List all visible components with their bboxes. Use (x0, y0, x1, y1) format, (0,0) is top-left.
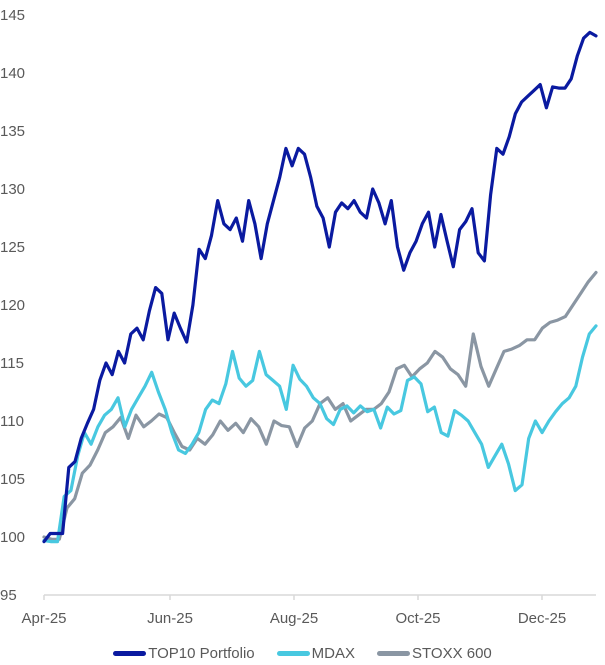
legend-item-top10[interactable]: TOP10 Portfolio (113, 644, 255, 662)
series-line-top10-portfolio (42, 30, 598, 544)
y-tick-label: 125 (0, 239, 25, 256)
x-tick-label: Dec-25 (518, 610, 566, 627)
y-tick-label: 110 (0, 413, 24, 430)
y-tick-label: 130 (0, 181, 25, 198)
y-tick-label: 100 (0, 529, 25, 546)
legend-label-mdax: MDAX (311, 644, 355, 662)
legend-swatch-top10 (113, 650, 147, 656)
x-tick-label: Aug-25 (270, 610, 318, 627)
x-tick-label: Jun-25 (147, 610, 193, 627)
y-tick-label: 115 (0, 355, 24, 372)
series-line-mdax (42, 324, 598, 544)
y-tick-label: 140 (0, 65, 25, 82)
legend: TOP10 Portfolio MDAX STOXX 600 (0, 642, 605, 664)
y-tick-label: 145 (0, 7, 25, 24)
legend-swatch-mdax (276, 650, 310, 656)
legend-label-stoxx600: STOXX 600 (412, 644, 492, 662)
line-chart: 95 100 105 110 115 120 125 130 135 140 145 Apr-25 J… (0, 7, 598, 627)
legend-swatch-stoxx600 (377, 650, 410, 656)
x-tick-label: Apr-25 (21, 610, 66, 627)
legend-item-stoxx600[interactable]: STOXX 600 (377, 645, 492, 662)
y-tick-label: 135 (0, 123, 25, 140)
legend-label-top10: TOP10 Portfolio (148, 644, 255, 662)
x-axis: Apr-25 Jun-25 Aug-25 Oct-25 Dec-25 (21, 594, 596, 627)
y-tick-label: 95 (0, 587, 17, 604)
x-tick-label: Oct-25 (395, 610, 440, 627)
legend-item-mdax[interactable]: MDAX (276, 644, 355, 662)
y-axis: 95 100 105 110 115 120 125 130 135 140 145 (0, 7, 25, 604)
series-layer (42, 30, 598, 544)
y-tick-label: 120 (0, 297, 25, 314)
y-tick-label: 105 (0, 471, 25, 488)
